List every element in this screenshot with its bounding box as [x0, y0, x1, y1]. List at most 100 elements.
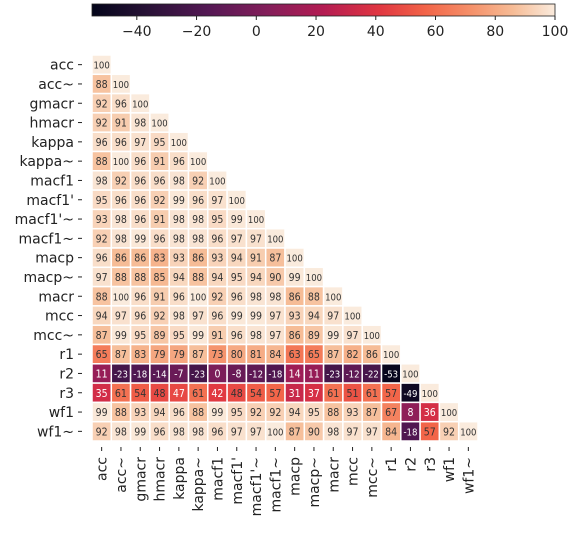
cell-value-label: 88	[96, 156, 108, 168]
row-label: r1	[59, 347, 74, 363]
cell-value-label: 97	[115, 311, 127, 323]
cell-value-label: 84	[385, 426, 397, 438]
cell-value-label: 98	[173, 426, 185, 438]
cell-value-label: 100	[132, 99, 148, 110]
cell-value-label: 54	[134, 388, 146, 400]
cell-value-label: 99	[327, 330, 339, 342]
heatmap-cells: 100 88 100 92 96 100 92 91 98 100 96 96 97 95 100 88 100…	[91, 54, 479, 442]
column-label: acc~	[114, 457, 130, 493]
cell-value-label: -8	[232, 368, 241, 380]
cell-value-label: 61	[115, 388, 127, 400]
cell-value-label: 100	[422, 389, 438, 400]
cell-value-label: 98	[115, 233, 127, 245]
cell-value-label: -12	[249, 369, 263, 380]
cell-value-label: 47	[173, 388, 185, 400]
column-label: wf1~	[461, 457, 477, 494]
cell-value-label: 96	[154, 426, 166, 438]
cell-value-label: 98	[192, 426, 204, 438]
cell-value-label: 100	[441, 408, 457, 419]
cell-value-label: 88	[96, 291, 108, 303]
cell-value-label: 96	[134, 195, 146, 207]
cell-value-label: 96	[115, 137, 127, 149]
row-labels: acc acc~ gmacr hmacr kappa kappa~ macf1 macf1' m…	[15, 58, 82, 440]
cell-value-label: 92	[250, 407, 262, 419]
cell-value-label: 87	[192, 349, 204, 361]
cell-value-label: 94	[154, 407, 166, 419]
cell-value-label: 91	[154, 214, 166, 226]
cell-value-label: -23	[326, 369, 340, 380]
heatmap-cell	[457, 420, 479, 442]
cell-value-label: 92	[96, 233, 108, 245]
cell-value-label: 100	[267, 234, 283, 245]
cell-value-label: 98	[250, 291, 262, 303]
cell-value-label: 100	[286, 254, 302, 265]
cell-value-label: 97	[231, 426, 243, 438]
cell-value-label: -14	[153, 369, 167, 380]
row-label: wf1~	[37, 424, 74, 440]
cell-value-label: 99	[289, 272, 301, 284]
cell-value-label: -18	[268, 369, 282, 380]
cell-value-label: 89	[308, 330, 320, 342]
cell-value-label: 98	[115, 214, 127, 226]
cell-value-label: 98	[250, 330, 262, 342]
cell-value-label: 96	[231, 291, 243, 303]
cell-value-label: 96	[134, 291, 146, 303]
row-label: hmacr	[29, 116, 74, 132]
cell-value-label: 82	[347, 349, 359, 361]
column-label: macr	[326, 457, 342, 493]
row-label: macr	[38, 289, 74, 305]
cell-value-label: 87	[366, 407, 378, 419]
row-label: macf1	[30, 173, 74, 189]
cell-value-label: 35	[96, 388, 108, 400]
cell-value-label: 99	[134, 233, 146, 245]
cell-value-label: 87	[327, 349, 339, 361]
colorbar-tick-label: 60	[427, 24, 445, 40]
cell-value-label: 91	[115, 118, 127, 130]
cell-value-label: -23	[191, 369, 205, 380]
cell-value-label: 97	[269, 330, 281, 342]
cell-value-label: 100	[171, 138, 187, 149]
cell-value-label: 11	[96, 368, 108, 380]
cell-value-label: -49	[403, 389, 417, 400]
cell-value-label: 100	[209, 176, 225, 187]
cell-value-label: 100	[190, 292, 206, 303]
cell-value-label: 97	[231, 233, 243, 245]
cell-value-label: 99	[96, 407, 108, 419]
column-label: r1	[384, 457, 400, 472]
cell-value-label: 94	[173, 272, 185, 284]
cell-value-label: 96	[211, 311, 223, 323]
cell-value-label: 96	[134, 214, 146, 226]
cell-value-label: 98	[173, 311, 185, 323]
column-label: macf1	[210, 457, 226, 501]
cell-value-label: 93	[134, 407, 146, 419]
cell-value-label: 97	[211, 195, 223, 207]
cell-value-label: -12	[346, 369, 360, 380]
cell-value-label: 93	[173, 253, 185, 265]
row-label: acc~	[38, 77, 74, 93]
cell-value-label: 93	[96, 214, 108, 226]
cell-value-label: 99	[115, 330, 127, 342]
row-label: gmacr	[29, 96, 74, 112]
row-label: wf1	[49, 405, 74, 421]
cell-value-label: 61	[192, 388, 204, 400]
column-label: r2	[403, 457, 419, 472]
cell-value-label: 95	[211, 214, 223, 226]
cell-value-label: 99	[231, 214, 243, 226]
cell-value-label: 81	[250, 349, 262, 361]
cell-value-label: 100	[113, 80, 129, 91]
cell-value-label: 99	[173, 195, 185, 207]
cell-value-label: 96	[173, 156, 185, 168]
row-label: macf1~	[19, 231, 74, 247]
cell-value-label: 92	[96, 98, 108, 110]
cell-value-label: 100	[113, 292, 129, 303]
cell-value-label: 57	[385, 388, 397, 400]
cell-value-label: 83	[134, 349, 146, 361]
cell-value-label: 93	[211, 253, 223, 265]
colorbar-tick-label: 80	[486, 24, 504, 40]
row-label: kappa	[31, 135, 74, 151]
cell-value-label: 98	[115, 426, 127, 438]
cell-value-label: 92	[443, 426, 455, 438]
cell-value-label: 88	[308, 291, 320, 303]
cell-value-label: 96	[154, 233, 166, 245]
cell-value-label: 86	[115, 253, 127, 265]
